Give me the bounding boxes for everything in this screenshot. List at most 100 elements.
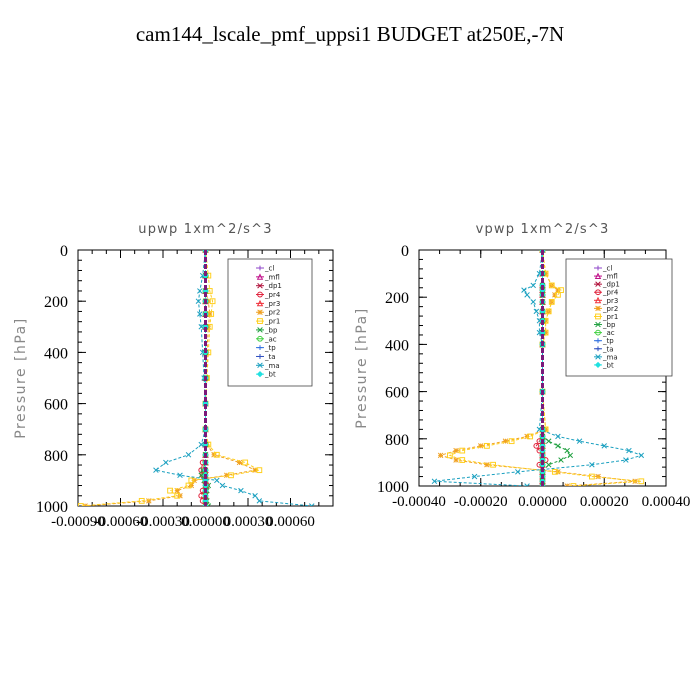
series-group xyxy=(78,250,315,506)
data-point-pr1 xyxy=(167,487,173,494)
legend-box xyxy=(227,258,313,387)
chart-title: vpwp 1xm^2/s^3 xyxy=(476,222,610,237)
data-point-pr2 xyxy=(206,311,213,317)
y-tick-label: 600 xyxy=(44,397,68,414)
legend-label-pr2: _pr2 xyxy=(264,309,280,317)
x-tick-label: -0.00060 xyxy=(94,514,148,530)
data-point-pr2 xyxy=(453,447,459,454)
data-point-ma xyxy=(533,308,540,315)
legend-marker xyxy=(256,371,264,378)
legend-marker xyxy=(257,291,263,298)
chart-panel-2: vpwp 1xm^2/s^3 0 200 400 600 800 1000-0.00040-… xyxy=(354,222,690,510)
data-point-pr1 xyxy=(570,483,577,486)
data-point-pr2 xyxy=(555,287,561,293)
legend-label-bt: _bt xyxy=(264,371,276,379)
x-tick-label: -0.00040 xyxy=(392,494,446,510)
legend-marker xyxy=(257,362,263,369)
data-point-pr1 xyxy=(545,308,552,315)
data-point-ma xyxy=(185,452,192,458)
data-point-pr1 xyxy=(551,468,558,475)
data-point-bp xyxy=(545,462,552,468)
data-point-pr1 xyxy=(548,282,555,289)
legend-label-pr4: _pr4 xyxy=(264,291,281,299)
legend-label-cl: _cl xyxy=(264,265,274,273)
data-point-ma xyxy=(197,288,203,294)
data-point-pr1 xyxy=(78,503,84,506)
data-point-pr1 xyxy=(589,473,595,480)
data-point-ma xyxy=(195,298,202,304)
legend-box xyxy=(565,258,673,377)
data-point-pr1 xyxy=(256,467,263,474)
x-tick-label: 0.00000 xyxy=(518,494,567,510)
legend-marker xyxy=(256,299,264,307)
legend-label-ac: _ac xyxy=(602,329,615,337)
data-point-pr2 xyxy=(453,457,459,463)
data-point-ma xyxy=(153,467,159,473)
legend-marker xyxy=(595,305,601,312)
data-point-pr1 xyxy=(638,478,645,485)
legend-marker xyxy=(595,329,601,336)
data-point-ma xyxy=(576,438,583,444)
data-point-ma xyxy=(256,498,263,504)
y-axis-label: Pressure [hPa] xyxy=(13,317,29,438)
data-point-pr2 xyxy=(252,467,258,473)
data-point-pr1 xyxy=(527,433,534,440)
data-point-pr2 xyxy=(236,459,243,466)
data-point-bp xyxy=(555,443,561,449)
data-point-pr1 xyxy=(138,497,145,504)
y-tick-label: 400 xyxy=(44,345,68,362)
data-point-ma xyxy=(219,482,226,489)
data-point-pr1 xyxy=(185,482,192,489)
x-tick-label: 0.00000 xyxy=(181,514,230,530)
data-point-bp xyxy=(564,447,570,454)
legend-marker xyxy=(595,346,601,352)
data-point-ma xyxy=(555,433,561,440)
legend-label-ta: _ta xyxy=(264,353,276,361)
y-tick-label: 1000 xyxy=(377,479,409,496)
legend-label-pr4: _pr4 xyxy=(602,289,619,297)
y-tick-label: 0 xyxy=(60,243,68,260)
data-point-ma xyxy=(601,443,608,449)
data-point-pr2 xyxy=(437,452,444,459)
data-point-pr1 xyxy=(208,311,215,317)
legend-label-pr3: _pr3 xyxy=(602,297,618,305)
data-point-pr4 xyxy=(533,442,540,449)
legend-label-cl: _cl xyxy=(602,265,612,273)
data-point-bp xyxy=(545,438,552,444)
data-point-ma xyxy=(163,459,169,466)
legend-label-pr2: _pr2 xyxy=(602,305,618,313)
chart-title: upwp 1xm^2/s^3 xyxy=(138,222,272,237)
legend-label-bp: _bp xyxy=(264,326,278,334)
series-group xyxy=(431,250,645,486)
x-tick-label: -0.00030 xyxy=(136,514,190,530)
legend-marker xyxy=(257,327,263,333)
x-tick-label: -0.00020 xyxy=(454,494,508,510)
data-point-pr2 xyxy=(595,473,601,480)
data-point-pr1 xyxy=(446,452,453,459)
legend-label-mfl: _mfl xyxy=(264,273,280,281)
legend-marker xyxy=(594,361,602,369)
legend-marker xyxy=(595,321,601,328)
data-point-ma xyxy=(539,250,546,253)
legend-marker xyxy=(595,265,601,271)
data-point-pr2 xyxy=(146,498,152,504)
data-point-ma xyxy=(197,311,203,317)
legend-marker xyxy=(257,309,263,315)
y-tick-label: 400 xyxy=(385,337,409,354)
legend: _cl_mfl_dp1_pr4_pr3_pr2_pr1_bp_ac_tp_ta_… xyxy=(227,258,313,387)
data-point-ma xyxy=(431,478,438,485)
figure-title: cam144_lscale_pmf_uppsi1 BUDGET at250E,-… xyxy=(135,22,565,46)
data-point-pr1 xyxy=(555,291,561,298)
legend-marker xyxy=(257,318,263,324)
y-tick-label: 200 xyxy=(385,290,409,307)
legend-marker xyxy=(257,354,263,359)
data-point-bp xyxy=(198,472,205,479)
data-point-pr1 xyxy=(213,451,220,458)
data-point-pr1 xyxy=(228,472,234,479)
legend-label-ac: _ac xyxy=(264,335,277,343)
legend-marker xyxy=(256,273,264,280)
legend-marker xyxy=(257,265,263,271)
x-tick-label: 0.00020 xyxy=(580,494,629,510)
data-point-ma xyxy=(198,441,205,448)
